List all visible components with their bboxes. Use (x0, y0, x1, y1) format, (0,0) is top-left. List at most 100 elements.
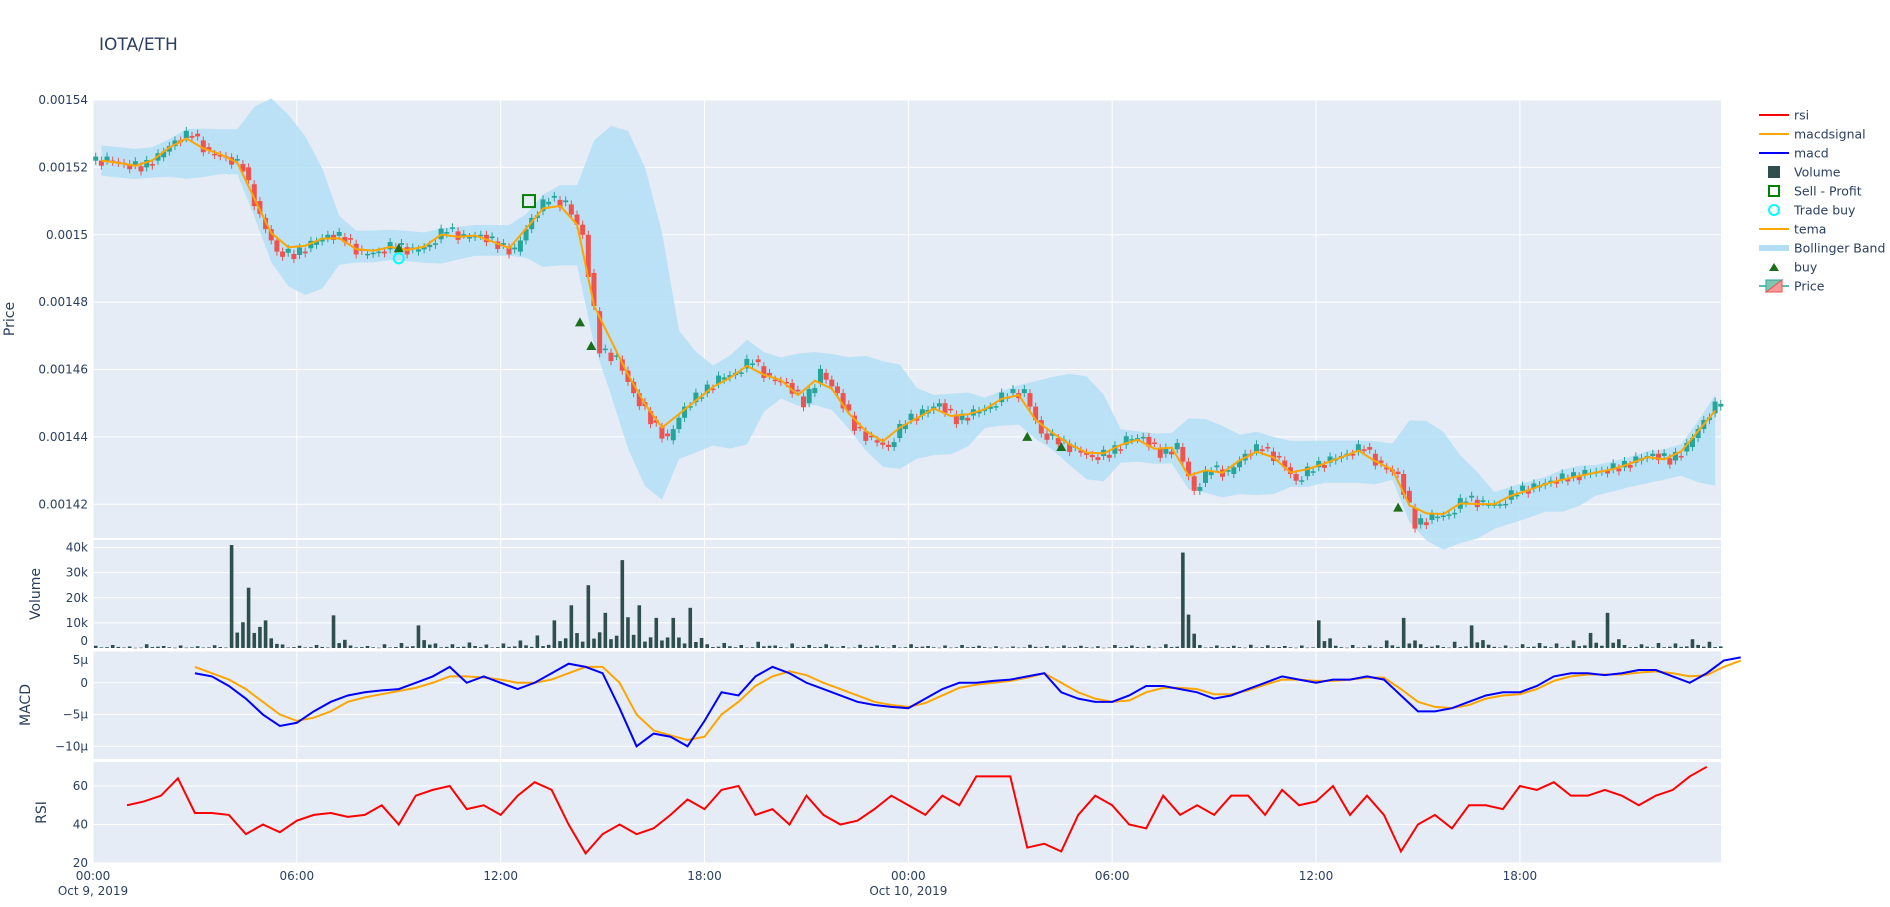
candle-body (1395, 471, 1401, 474)
candle-body (1378, 460, 1384, 464)
legend-item-price[interactable]: Price (1759, 279, 1825, 294)
volume-bar (609, 639, 613, 648)
candle-body (1316, 460, 1322, 468)
candle-body (670, 429, 676, 441)
volume-bar (818, 646, 823, 648)
candle-body (1129, 439, 1135, 441)
plot-area-2 (93, 651, 1721, 759)
volume-bar (614, 635, 619, 648)
y-tick-label: −5μ (63, 708, 89, 722)
legend-item-buy[interactable]: buy (1769, 260, 1818, 275)
candle-body (834, 386, 840, 394)
candle-body (789, 383, 795, 394)
candle-body (495, 241, 501, 249)
candle-body (936, 403, 942, 407)
volume-bar (699, 637, 704, 648)
candle-body (636, 393, 642, 407)
volume-bar (688, 607, 693, 648)
volume-bar (1011, 646, 1015, 648)
volume-bar (501, 643, 506, 648)
volume-bar (1588, 632, 1593, 648)
volume-bar (892, 644, 896, 648)
candle-body (1367, 447, 1373, 450)
candle-body (342, 237, 348, 243)
candle-body (942, 403, 948, 413)
volume-bar (654, 617, 659, 648)
candle-body (1146, 436, 1152, 447)
volume-bar (1600, 645, 1604, 648)
volume-bar (1707, 641, 1712, 648)
legend-item-bollinger-band[interactable]: Bollinger Band (1759, 241, 1885, 256)
candle-body (251, 184, 257, 207)
legend-label: Trade buy (1793, 203, 1856, 218)
candle-body (993, 406, 999, 408)
volume-bar (1113, 644, 1117, 648)
candle-body (761, 366, 767, 378)
candle-body (755, 359, 761, 363)
volume-bar (745, 647, 749, 649)
legend-square-icon (1768, 166, 1780, 178)
legend-item-trade-buy[interactable]: Trade buy (1768, 203, 1856, 218)
legend-item-sell-profit[interactable]: Sell - Profit (1768, 184, 1862, 199)
candle-body (1270, 451, 1276, 462)
candle-body (291, 253, 297, 260)
candle-body (1678, 456, 1684, 458)
candle-body (1276, 456, 1282, 458)
legend-item-volume[interactable]: Volume (1768, 165, 1841, 180)
volume-bar (1169, 647, 1174, 648)
volume-bar (241, 622, 245, 648)
candle-body (1169, 451, 1175, 455)
legend-circle-icon (1768, 204, 1780, 216)
candle-body (257, 201, 263, 214)
volume-bar (1384, 640, 1389, 648)
volume-bar (779, 647, 783, 648)
legend-item-macd[interactable]: macd (1759, 146, 1829, 161)
volume-bar (212, 645, 217, 648)
volume-bar (394, 647, 398, 648)
volume-bar (1509, 647, 1514, 649)
volume-bar (382, 644, 387, 648)
y-tick-label: 40 (73, 818, 88, 832)
candle-body (1695, 429, 1701, 439)
candle-body (314, 241, 320, 245)
candle-body (659, 426, 665, 439)
volume-bar (1147, 645, 1151, 648)
candle-body (325, 234, 331, 239)
volume-bar (388, 647, 392, 648)
volume-bar (580, 641, 585, 648)
legend[interactable]: rsi macdsignal macd Volume Sell - Profit Trad… (1759, 108, 1885, 294)
legend-item-rsi[interactable]: rsi (1759, 108, 1809, 123)
volume-bar (1634, 646, 1638, 648)
volume-bar (1039, 647, 1044, 649)
volume-bar (1685, 646, 1689, 648)
volume-bar (1322, 641, 1327, 648)
volume-bar (218, 647, 223, 648)
candle-body (336, 231, 342, 236)
volume-bar (648, 637, 653, 648)
candle-body (721, 377, 727, 380)
legend-item-macdsignal[interactable]: macdsignal (1759, 127, 1866, 142)
candle-body (540, 199, 546, 212)
candle-body (784, 381, 790, 384)
candle-body (1418, 518, 1424, 525)
volume-bar (756, 641, 760, 648)
y-tick-label: −10μ (55, 739, 88, 753)
volume-bar (988, 647, 993, 649)
volume-bar (1033, 646, 1038, 648)
volume-bar (1645, 646, 1649, 648)
legend-item-tema[interactable]: tema (1759, 222, 1826, 237)
volume-bar (1475, 642, 1480, 648)
candle-body (1084, 452, 1090, 455)
candle-body (1010, 389, 1016, 394)
volume-bar (184, 647, 189, 649)
candle-body (1559, 473, 1565, 480)
volume-bar (626, 617, 630, 648)
volume-bar (1101, 647, 1106, 649)
volume-bar (1396, 646, 1400, 648)
volume-bar (411, 646, 415, 648)
volume-bar (1611, 642, 1615, 648)
candle-body (529, 217, 535, 230)
candle-body (1282, 460, 1288, 468)
candle-body (217, 155, 223, 157)
volume-bar (546, 644, 551, 648)
